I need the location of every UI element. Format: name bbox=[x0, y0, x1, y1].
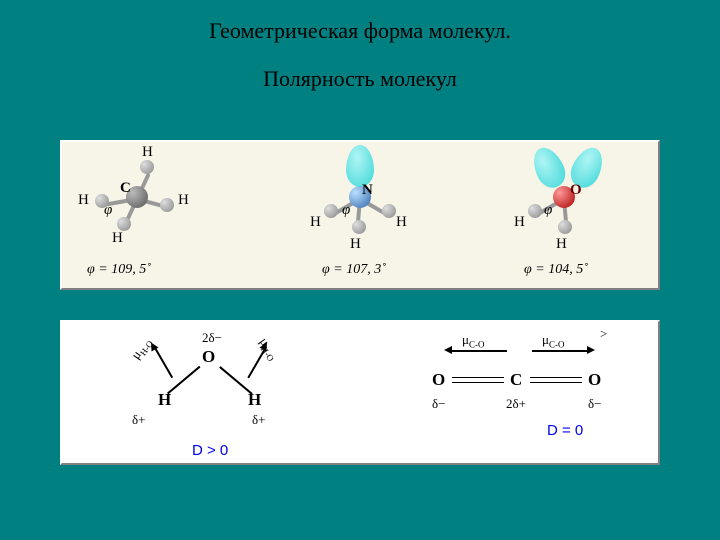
atom-o: O bbox=[202, 347, 215, 367]
atom-c: C bbox=[510, 370, 522, 390]
angle-label: φ = 107, 3˚ bbox=[322, 262, 386, 278]
dipole-result: D = 0 bbox=[547, 422, 583, 439]
polarity-panel: 2δ− O H H δ+ δ+ μH-O μH-O D > 0 μC-O bbox=[60, 320, 660, 465]
polarity-water: 2δ− O H H δ+ δ+ μH-O μH-O D > 0 bbox=[72, 322, 352, 467]
atom-label-n: N bbox=[362, 182, 373, 199]
polarity-co2: μC-O μC-O > O C O δ− 2δ+ δ− D = 0 bbox=[382, 322, 652, 467]
angle-label: φ = 109, 5˚ bbox=[87, 262, 151, 278]
atom-label-h: H bbox=[350, 236, 361, 253]
mu-label: μC-O bbox=[462, 332, 484, 350]
atom-o: O bbox=[588, 370, 601, 390]
atom-label-h: H bbox=[178, 192, 189, 209]
phi-symbol: φ bbox=[544, 202, 552, 219]
page-title: Геометрическая форма молекул. bbox=[0, 0, 720, 44]
delta-label: δ− bbox=[432, 396, 445, 412]
atom-label-h: H bbox=[514, 214, 525, 231]
atom-h: H bbox=[248, 390, 261, 410]
delta-label: δ+ bbox=[132, 412, 145, 428]
atom-o: O bbox=[432, 370, 445, 390]
atom-label-h: H bbox=[556, 236, 567, 253]
atom-label-h: H bbox=[142, 144, 153, 161]
atom-label-c: C bbox=[120, 180, 131, 197]
geometry-panel: C H H H H φ φ = 109, 5˚ N H H H φ φ = 10… bbox=[60, 140, 660, 290]
atom-label-h: H bbox=[396, 214, 407, 231]
molecule-ch4: C H H H H φ φ = 109, 5˚ bbox=[62, 142, 262, 292]
atom-label-o: O bbox=[570, 182, 582, 199]
angle-label: φ = 104, 5˚ bbox=[524, 262, 588, 278]
phi-symbol: φ bbox=[104, 202, 112, 219]
molecule-h2o: O H H φ φ = 104, 5˚ bbox=[462, 142, 662, 292]
atom-label-h: H bbox=[112, 230, 123, 247]
delta-label: 2δ− bbox=[202, 330, 222, 346]
page-subtitle: Полярность молекул bbox=[0, 44, 720, 92]
atom-label-h: H bbox=[310, 214, 321, 231]
molecule-nh3: N H H H φ φ = 107, 3˚ bbox=[262, 142, 462, 292]
phi-symbol: φ bbox=[342, 202, 350, 219]
atom-label-h: H bbox=[78, 192, 89, 209]
mu-label: μH-O bbox=[128, 334, 156, 363]
dipole-result: D > 0 bbox=[192, 442, 228, 459]
delta-label: δ− bbox=[588, 396, 601, 412]
delta-label: δ+ bbox=[252, 412, 265, 428]
gt-label: > bbox=[600, 326, 607, 342]
mu-label: μC-O bbox=[542, 332, 564, 350]
atom-h: H bbox=[158, 390, 171, 410]
delta-label: 2δ+ bbox=[506, 396, 526, 412]
